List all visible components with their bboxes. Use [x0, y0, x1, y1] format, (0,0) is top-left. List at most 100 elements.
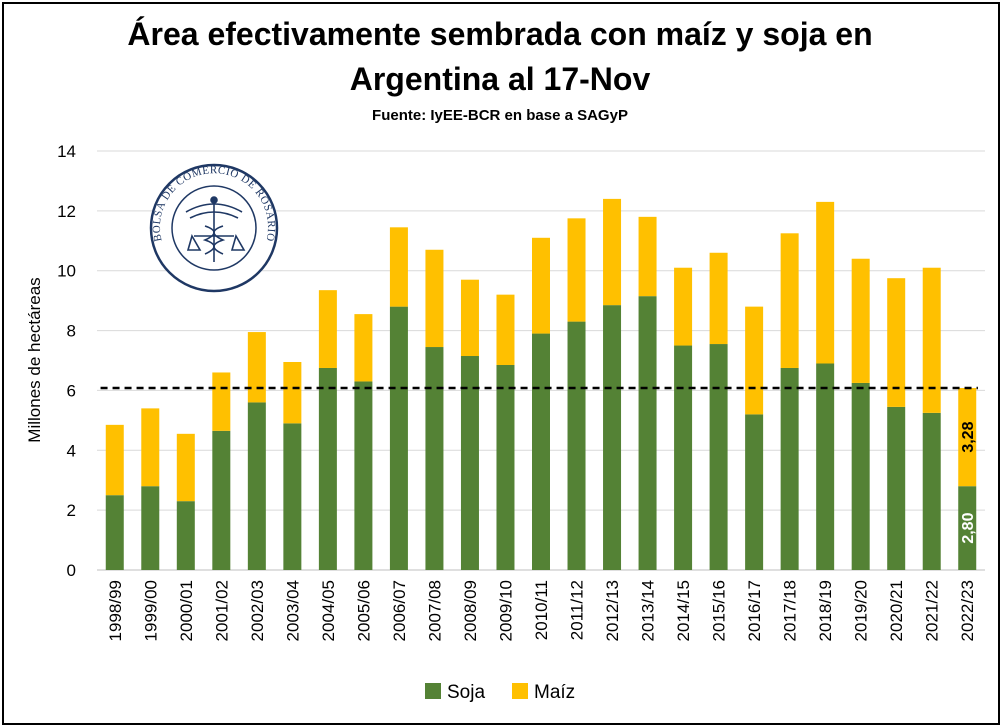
- bar-soja: [176, 501, 195, 570]
- x-tick-label: 2012/13: [603, 580, 622, 641]
- y-tick-label: 8: [67, 322, 76, 341]
- bar-maiz: [532, 237, 550, 334]
- bar-soja: [425, 347, 444, 570]
- bar-maiz: [176, 433, 195, 502]
- bar-maiz: [389, 227, 408, 307]
- y-tick-label: 14: [57, 142, 76, 161]
- bar-maiz: [212, 372, 231, 431]
- bar-soja: [283, 423, 302, 570]
- bar-soja: [745, 414, 764, 570]
- bar-soja: [887, 406, 906, 570]
- bars-group: [105, 198, 977, 570]
- x-tick-label: 2008/09: [461, 580, 480, 641]
- chart-title-line2: Argentina al 17-Nov: [350, 61, 651, 97]
- bar-maiz: [283, 361, 302, 424]
- x-tick-label: 2005/06: [354, 580, 373, 641]
- x-tick-label: 2015/16: [710, 580, 729, 641]
- bar-maiz: [318, 290, 337, 368]
- bar-soja: [603, 305, 622, 570]
- bar-soja: [567, 321, 586, 570]
- bar-soja: [780, 367, 799, 570]
- x-tick-label: 2002/03: [248, 580, 267, 641]
- chart-subtitle: Fuente: IyEE-BCR en base a SAGyP: [372, 107, 628, 124]
- legend: Soja Maíz: [425, 682, 575, 703]
- chart-title-line1: Área efectivamente sembrada con maíz y s…: [127, 16, 872, 52]
- x-tick-label: 2018/19: [816, 580, 835, 641]
- data-label-maiz: 3,28: [960, 421, 977, 452]
- y-tick-label: 10: [57, 262, 76, 281]
- bar-maiz: [816, 201, 835, 364]
- x-tick-label: 2001/02: [212, 580, 231, 641]
- bar-soja: [460, 356, 479, 570]
- y-tick-labels: 0 2 4 6 8 10 12 14: [57, 142, 76, 580]
- bar-maiz: [851, 258, 870, 383]
- x-tick-label: 2007/08: [425, 580, 444, 641]
- bar-maiz: [141, 408, 160, 487]
- x-tick-label: 2019/20: [852, 580, 871, 641]
- y-tick-label: 0: [67, 561, 76, 580]
- x-tick-label: 2013/14: [639, 580, 658, 641]
- bar-maiz: [887, 278, 906, 407]
- bar-maiz: [709, 252, 728, 345]
- legend-label-maiz: Maíz: [534, 682, 575, 703]
- y-tick-label: 12: [57, 202, 76, 221]
- bar-maiz: [425, 249, 444, 348]
- x-tick-label: 2014/15: [674, 580, 693, 641]
- x-tick-label: 1999/00: [141, 580, 160, 641]
- bar-soja: [141, 486, 160, 570]
- bar-soja: [496, 364, 515, 570]
- bar-maiz: [958, 388, 977, 487]
- bar-maiz: [354, 314, 373, 382]
- y-tick-label: 2: [67, 501, 76, 520]
- bar-soja: [851, 382, 870, 570]
- bar-soja: [674, 345, 693, 570]
- x-tick-label: 2016/17: [745, 580, 764, 641]
- bar-soja: [638, 296, 657, 570]
- bar-soja: [105, 495, 124, 570]
- data-labels-group: 2,80 3,28: [960, 421, 977, 543]
- legend-swatch-maiz: [512, 683, 528, 699]
- bar-soja: [922, 412, 941, 570]
- bolsa-rosario-logo: BOLSA DE COMERCIO DE ROSARIO: [149, 163, 279, 293]
- bar-maiz: [745, 306, 764, 415]
- bar-soja: [532, 333, 550, 570]
- x-tick-label: 2020/21: [887, 580, 906, 641]
- y-axis-label: Millones de hectáreas: [25, 277, 44, 442]
- bar-soja: [958, 486, 977, 570]
- x-tick-label: 2022/23: [958, 580, 977, 641]
- bar-soja: [318, 367, 337, 570]
- x-tick-label: 2011/12: [568, 580, 587, 640]
- bar-maiz: [780, 233, 799, 368]
- bar-soja: [816, 363, 835, 570]
- bar-maiz: [638, 216, 657, 297]
- x-tick-labels: 1998/99 1999/00 2000/01 2001/02 2002/03 2003/…: [106, 580, 977, 641]
- bar-maiz: [603, 198, 622, 306]
- x-tick-label: 2003/04: [283, 580, 302, 641]
- bar-maiz: [247, 332, 266, 403]
- bar-soja: [389, 306, 408, 570]
- x-tick-label: 2004/05: [319, 580, 338, 641]
- y-tick-label: 4: [67, 441, 76, 460]
- bar-maiz: [496, 294, 515, 365]
- bar-maiz: [567, 218, 586, 322]
- data-label-soja: 2,80: [960, 512, 977, 543]
- legend-label-soja: Soja: [447, 682, 485, 703]
- bar-soja: [709, 344, 728, 570]
- bar-maiz: [105, 424, 124, 496]
- x-tick-label: 2017/18: [781, 580, 800, 641]
- x-tick-label: 2009/10: [496, 580, 515, 641]
- x-tick-label: 2000/01: [177, 580, 196, 641]
- y-tick-label: 6: [67, 381, 76, 400]
- bar-soja: [354, 381, 373, 570]
- bar-maiz: [922, 267, 941, 413]
- x-tick-label: 2010/11: [532, 580, 551, 640]
- bar-soja: [247, 402, 266, 570]
- bar-maiz: [674, 267, 693, 346]
- caduceus-icon: [185, 196, 246, 262]
- x-tick-label: 2006/07: [390, 580, 409, 641]
- bar-maiz: [460, 279, 479, 357]
- bar-soja: [212, 430, 231, 570]
- x-tick-label: 1998/99: [106, 580, 125, 641]
- legend-swatch-soja: [425, 683, 441, 699]
- x-tick-label: 2021/22: [923, 580, 942, 641]
